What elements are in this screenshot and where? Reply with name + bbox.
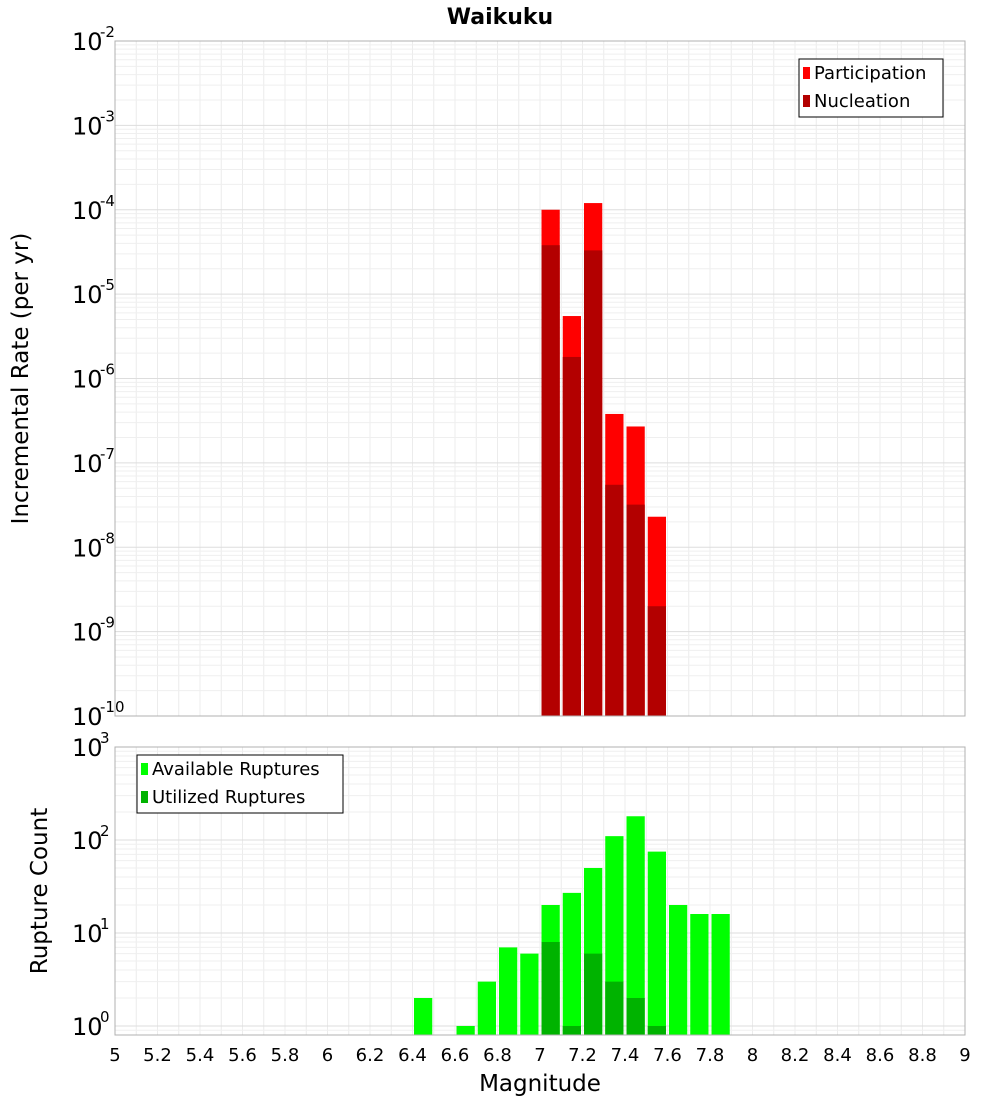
count-bar-primary — [669, 904, 688, 1035]
x-axis-ticks: 5 5.2 5.4 5.6 5.8 6 6.2 6.4 6.6 6.8 7 7.2 7.4 7.6 7.8 8… — [109, 1045, 970, 1066]
count-bar-primary — [520, 953, 539, 1035]
y-tick-label: 10 — [72, 1013, 103, 1041]
x-tick-label: 6 — [322, 1045, 333, 1066]
y-tick-label: 10 — [72, 281, 103, 309]
count-bar-primary — [626, 816, 645, 1035]
x-tick-label: 5.8 — [271, 1045, 300, 1066]
y-tick-exponent: -4 — [100, 192, 115, 210]
legend-swatch — [803, 67, 810, 79]
rate-panel-grid — [114, 40, 966, 717]
count-bar-secondary — [584, 953, 603, 1035]
y-tick-exponent: -9 — [100, 614, 115, 632]
legend-swatch — [803, 95, 810, 107]
y-tick-exponent: -6 — [100, 361, 115, 379]
y-tick-exponent: -3 — [100, 107, 115, 125]
y-tick-exponent: -10 — [100, 698, 125, 716]
y-tick-exponent: 2 — [100, 822, 110, 840]
legend-box — [136, 754, 344, 814]
y-tick-label: 10 — [72, 450, 103, 478]
rate-bar-secondary — [647, 606, 666, 716]
y-tick-label: 10 — [72, 827, 103, 855]
count-bar-secondary — [541, 942, 560, 1035]
legend-label: Nucleation — [814, 91, 910, 112]
rate-bar-secondary — [605, 484, 624, 716]
y-tick-label: 10 — [72, 366, 103, 394]
count-bar-primary — [562, 892, 581, 1035]
y-tick-label: 10 — [72, 703, 103, 731]
y-tick-exponent: -2 — [100, 23, 115, 41]
x-tick-label: 5.6 — [228, 1045, 257, 1066]
rate-bar-secondary — [584, 250, 603, 717]
x-tick-label: 8.6 — [866, 1045, 895, 1066]
y-tick-label: 10 — [72, 28, 103, 56]
legend-label: Available Ruptures — [152, 759, 320, 780]
rate-bar-secondary — [541, 245, 560, 717]
y-tick-exponent: 1 — [100, 915, 110, 933]
legend-swatch — [141, 763, 148, 775]
count-bar-secondary — [626, 997, 645, 1035]
x-tick-label: 6.2 — [356, 1045, 385, 1066]
count-bar-primary — [647, 851, 666, 1035]
x-tick-label: 5.4 — [186, 1045, 215, 1066]
x-tick-label: 5.2 — [143, 1045, 172, 1066]
y-tick-label: 10 — [72, 197, 103, 225]
y-tick-exponent: -7 — [100, 445, 115, 463]
x-tick-label: 7.8 — [696, 1045, 725, 1066]
count-bar-primary — [711, 914, 730, 1035]
y-tick-label: 10 — [72, 534, 103, 562]
count-panel-frame — [114, 746, 966, 1036]
rate-panel-legend: Participation Nucleation — [798, 58, 944, 118]
x-tick-label: 5 — [109, 1045, 120, 1066]
x-tick-label: 7.2 — [568, 1045, 597, 1066]
x-tick-label: 8 — [747, 1045, 758, 1066]
legend-box — [798, 58, 944, 118]
count-bar-secondary — [647, 1025, 666, 1035]
rate-bar-secondary — [562, 356, 581, 716]
x-tick-label: 8.4 — [823, 1045, 852, 1066]
count-bar-primary — [477, 981, 496, 1035]
legend-label: Utilized Ruptures — [152, 787, 305, 808]
count-panel-legend: Available Ruptures Utilized Ruptures — [136, 754, 344, 814]
y-tick-exponent: -8 — [100, 529, 115, 547]
x-axis-label: Magnitude — [479, 1071, 601, 1097]
y-tick-label: 10 — [72, 920, 103, 948]
count-bar-primary — [414, 997, 433, 1035]
rate-panel-frame — [114, 40, 966, 717]
y-tick-label: 10 — [72, 619, 103, 647]
x-tick-label: 7.6 — [653, 1045, 682, 1066]
x-tick-label: 8.2 — [781, 1045, 810, 1066]
count-bar-primary — [456, 1025, 475, 1035]
legend-label: Participation — [814, 63, 926, 84]
x-tick-label: 8.8 — [908, 1045, 937, 1066]
y-tick-exponent: 0 — [100, 1008, 110, 1026]
x-tick-label: 6.4 — [398, 1045, 427, 1066]
chart-title: Waikuku — [447, 5, 553, 30]
count-panel-y-axis-label: Rupture Count — [27, 808, 53, 974]
x-tick-label: 6.8 — [483, 1045, 512, 1066]
x-tick-label: 7 — [534, 1045, 545, 1066]
rate-bar-secondary — [626, 504, 645, 716]
y-tick-exponent: -5 — [100, 276, 115, 294]
y-tick-label: 10 — [72, 112, 103, 140]
count-bar-primary — [690, 914, 709, 1035]
x-tick-label: 6.6 — [441, 1045, 470, 1066]
y-tick-label: 10 — [72, 734, 103, 762]
count-bar-primary — [499, 947, 518, 1035]
rate-panel-y-axis-label: Incremental Rate (per yr) — [8, 233, 34, 525]
x-tick-label: 7.4 — [611, 1045, 640, 1066]
count-panel-bars — [414, 816, 730, 1035]
count-bar-secondary — [605, 981, 624, 1035]
count-bar-secondary — [562, 1025, 581, 1035]
y-tick-exponent: 3 — [100, 729, 110, 747]
rate-panel-bars — [541, 203, 666, 717]
x-tick-label: 9 — [959, 1045, 970, 1066]
legend-swatch — [141, 791, 148, 803]
